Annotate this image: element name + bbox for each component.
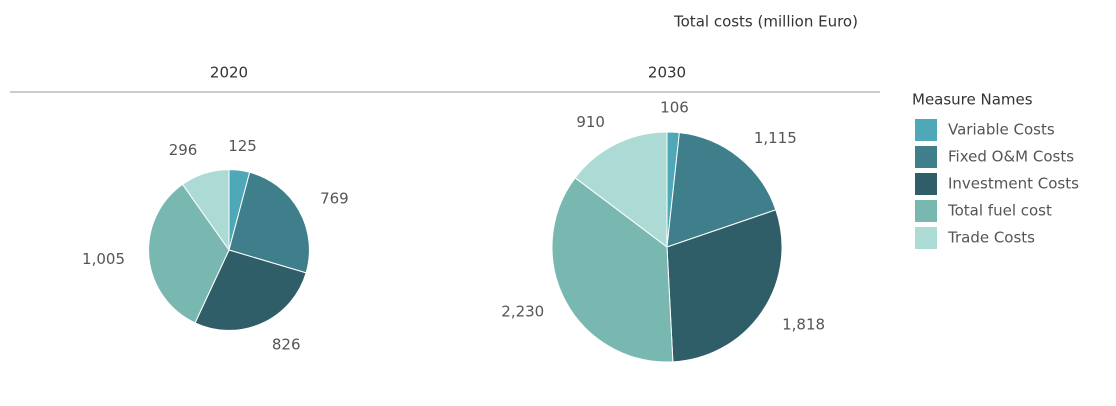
legend-swatch [915,146,937,168]
pie-slice [666,132,777,248]
data-label: 826 [272,336,301,354]
data-label: 106 [660,99,689,117]
data-label: 2,230 [501,303,544,321]
legend-label: Fixed O&M Costs [948,148,1074,166]
legend-title: Measure Names [912,91,1033,109]
pie-slice [574,131,668,249]
pie-title: 2030 [648,64,686,82]
pie-title: 2020 [210,64,248,82]
pie-slice [181,169,230,252]
data-label: 296 [169,141,198,159]
legend-swatch [915,200,937,222]
legend-label: Variable Costs [948,121,1055,139]
pie-slice [228,171,310,274]
legend-label: Trade Costs [947,229,1035,247]
pie-slice [194,249,307,331]
data-label: 1,005 [82,250,125,268]
data-label: 1,115 [754,129,797,147]
legend-swatch [915,227,937,249]
data-label: 769 [320,189,349,207]
data-label: 125 [228,137,257,155]
chart-title: Total costs (million Euro) [673,13,858,31]
legend-swatch [915,173,937,195]
legend-swatch [915,119,937,141]
legend-label: Investment Costs [948,175,1079,193]
pie-slice [551,177,674,363]
data-label: 1,818 [782,315,825,333]
data-label: 910 [576,113,605,131]
pie-slice [148,183,230,324]
pie-slice [666,209,783,363]
legend-label: Total fuel cost [947,202,1052,220]
